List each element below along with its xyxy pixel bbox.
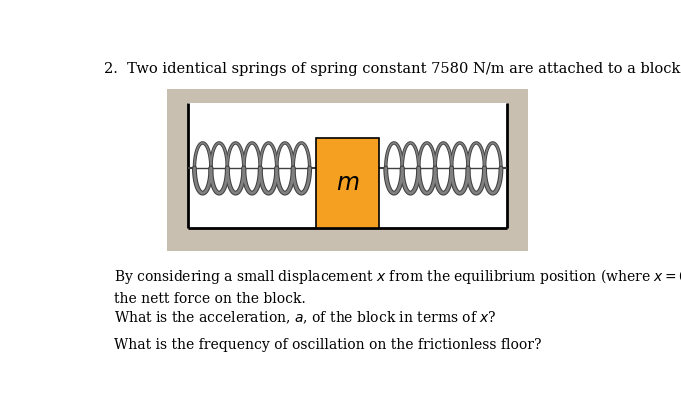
Bar — [316, 138, 379, 228]
Bar — [167, 89, 528, 251]
Bar — [188, 103, 507, 228]
Text: 2.  Two identical springs of spring constant 7580 N/m are attached to a block of: 2. Two identical springs of spring const… — [104, 62, 681, 76]
Text: By considering a small displacement $x$ from the equilibrium position (where $x : By considering a small displacement $x$ … — [114, 267, 681, 306]
Text: What is the acceleration, $a$, of the block in terms of $x$?: What is the acceleration, $a$, of the bl… — [114, 309, 497, 326]
Text: $m$: $m$ — [336, 172, 360, 194]
Text: What is the frequency of oscillation on the frictionless floor?: What is the frequency of oscillation on … — [114, 338, 541, 352]
